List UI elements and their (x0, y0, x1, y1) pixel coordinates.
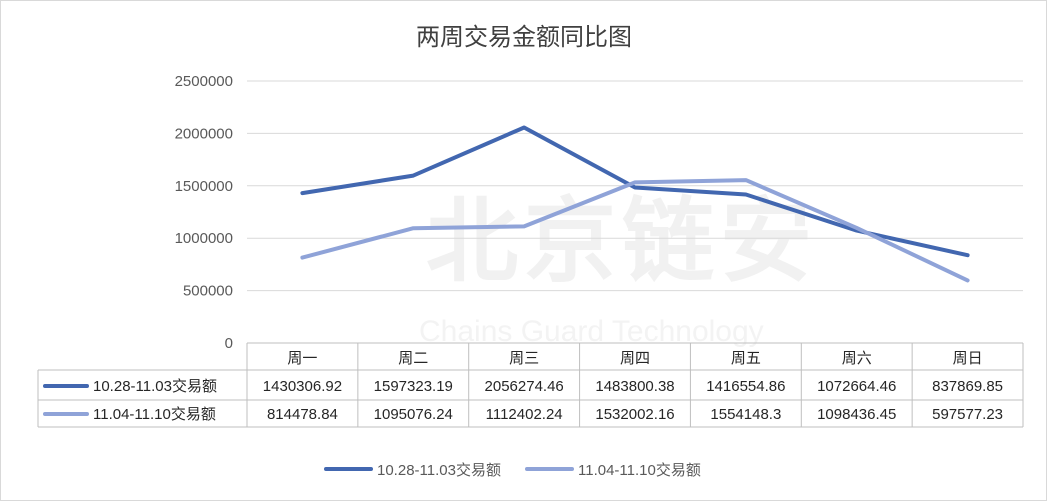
x-category-label: 周二 (398, 350, 428, 367)
data-label: 1095076.24 (374, 406, 453, 423)
series-lines (300, 125, 970, 283)
data-label: 1597323.19 (374, 378, 453, 395)
legend-item: 10.28-11.03交易额 (324, 461, 501, 479)
x-category-label: 周五 (731, 350, 761, 367)
data-label: 814478.84 (267, 406, 338, 423)
table-series-name: 10.28-11.03交易额 (93, 377, 217, 395)
y-tick-label: 500000 (183, 283, 233, 300)
data-label: 1483800.38 (595, 378, 674, 395)
x-category-label: 周日 (953, 350, 983, 367)
data-label: 1072664.46 (817, 378, 896, 395)
legend-label: 10.28-11.03交易额 (377, 461, 501, 479)
data-label: 1430306.92 (263, 378, 342, 395)
x-category-label: 周一 (287, 350, 317, 367)
data-label: 1532002.16 (595, 406, 674, 423)
y-tick-label: 2500000 (175, 73, 233, 90)
data-label: 837869.85 (932, 378, 1003, 395)
x-category-label: 周三 (509, 350, 539, 367)
watermark-cn: 北京链安 (426, 191, 818, 293)
y-axis-ticks: 0 500000 1000000 1500000 2000000 2500000 (175, 73, 233, 352)
data-label: 1112402.24 (486, 406, 563, 423)
chart-title: 两周交易金额同比图 (416, 23, 632, 51)
legend-item: 11.04-11.10交易额 (525, 461, 701, 479)
data-label: 1554148.3 (710, 406, 781, 423)
data-label: 1416554.86 (706, 378, 785, 395)
data-label: 1098436.45 (817, 406, 896, 423)
data-label: 597577.23 (932, 406, 1003, 423)
x-category-label: 周六 (842, 350, 872, 367)
data-label: 2056274.46 (485, 378, 564, 395)
legend-label: 11.04-11.10交易额 (578, 461, 701, 479)
y-tick-label: 0 (225, 335, 233, 352)
y-tick-label: 2000000 (175, 125, 233, 142)
y-tick-label: 1500000 (175, 178, 233, 195)
data-table: 周一 周二 周三 周四 周五 周六 周日 10.28-11.03交易额 1430306.92 15… (37, 342, 1024, 428)
watermark: 北京链安 Chains Guard Technology (419, 191, 818, 348)
y-tick-label: 1000000 (175, 230, 233, 247)
legend: 10.28-11.03交易额 11.04-11.10交易额 (324, 461, 701, 479)
x-category-label: 周四 (620, 350, 650, 367)
table-series-name: 11.04-11.10交易额 (93, 405, 216, 423)
